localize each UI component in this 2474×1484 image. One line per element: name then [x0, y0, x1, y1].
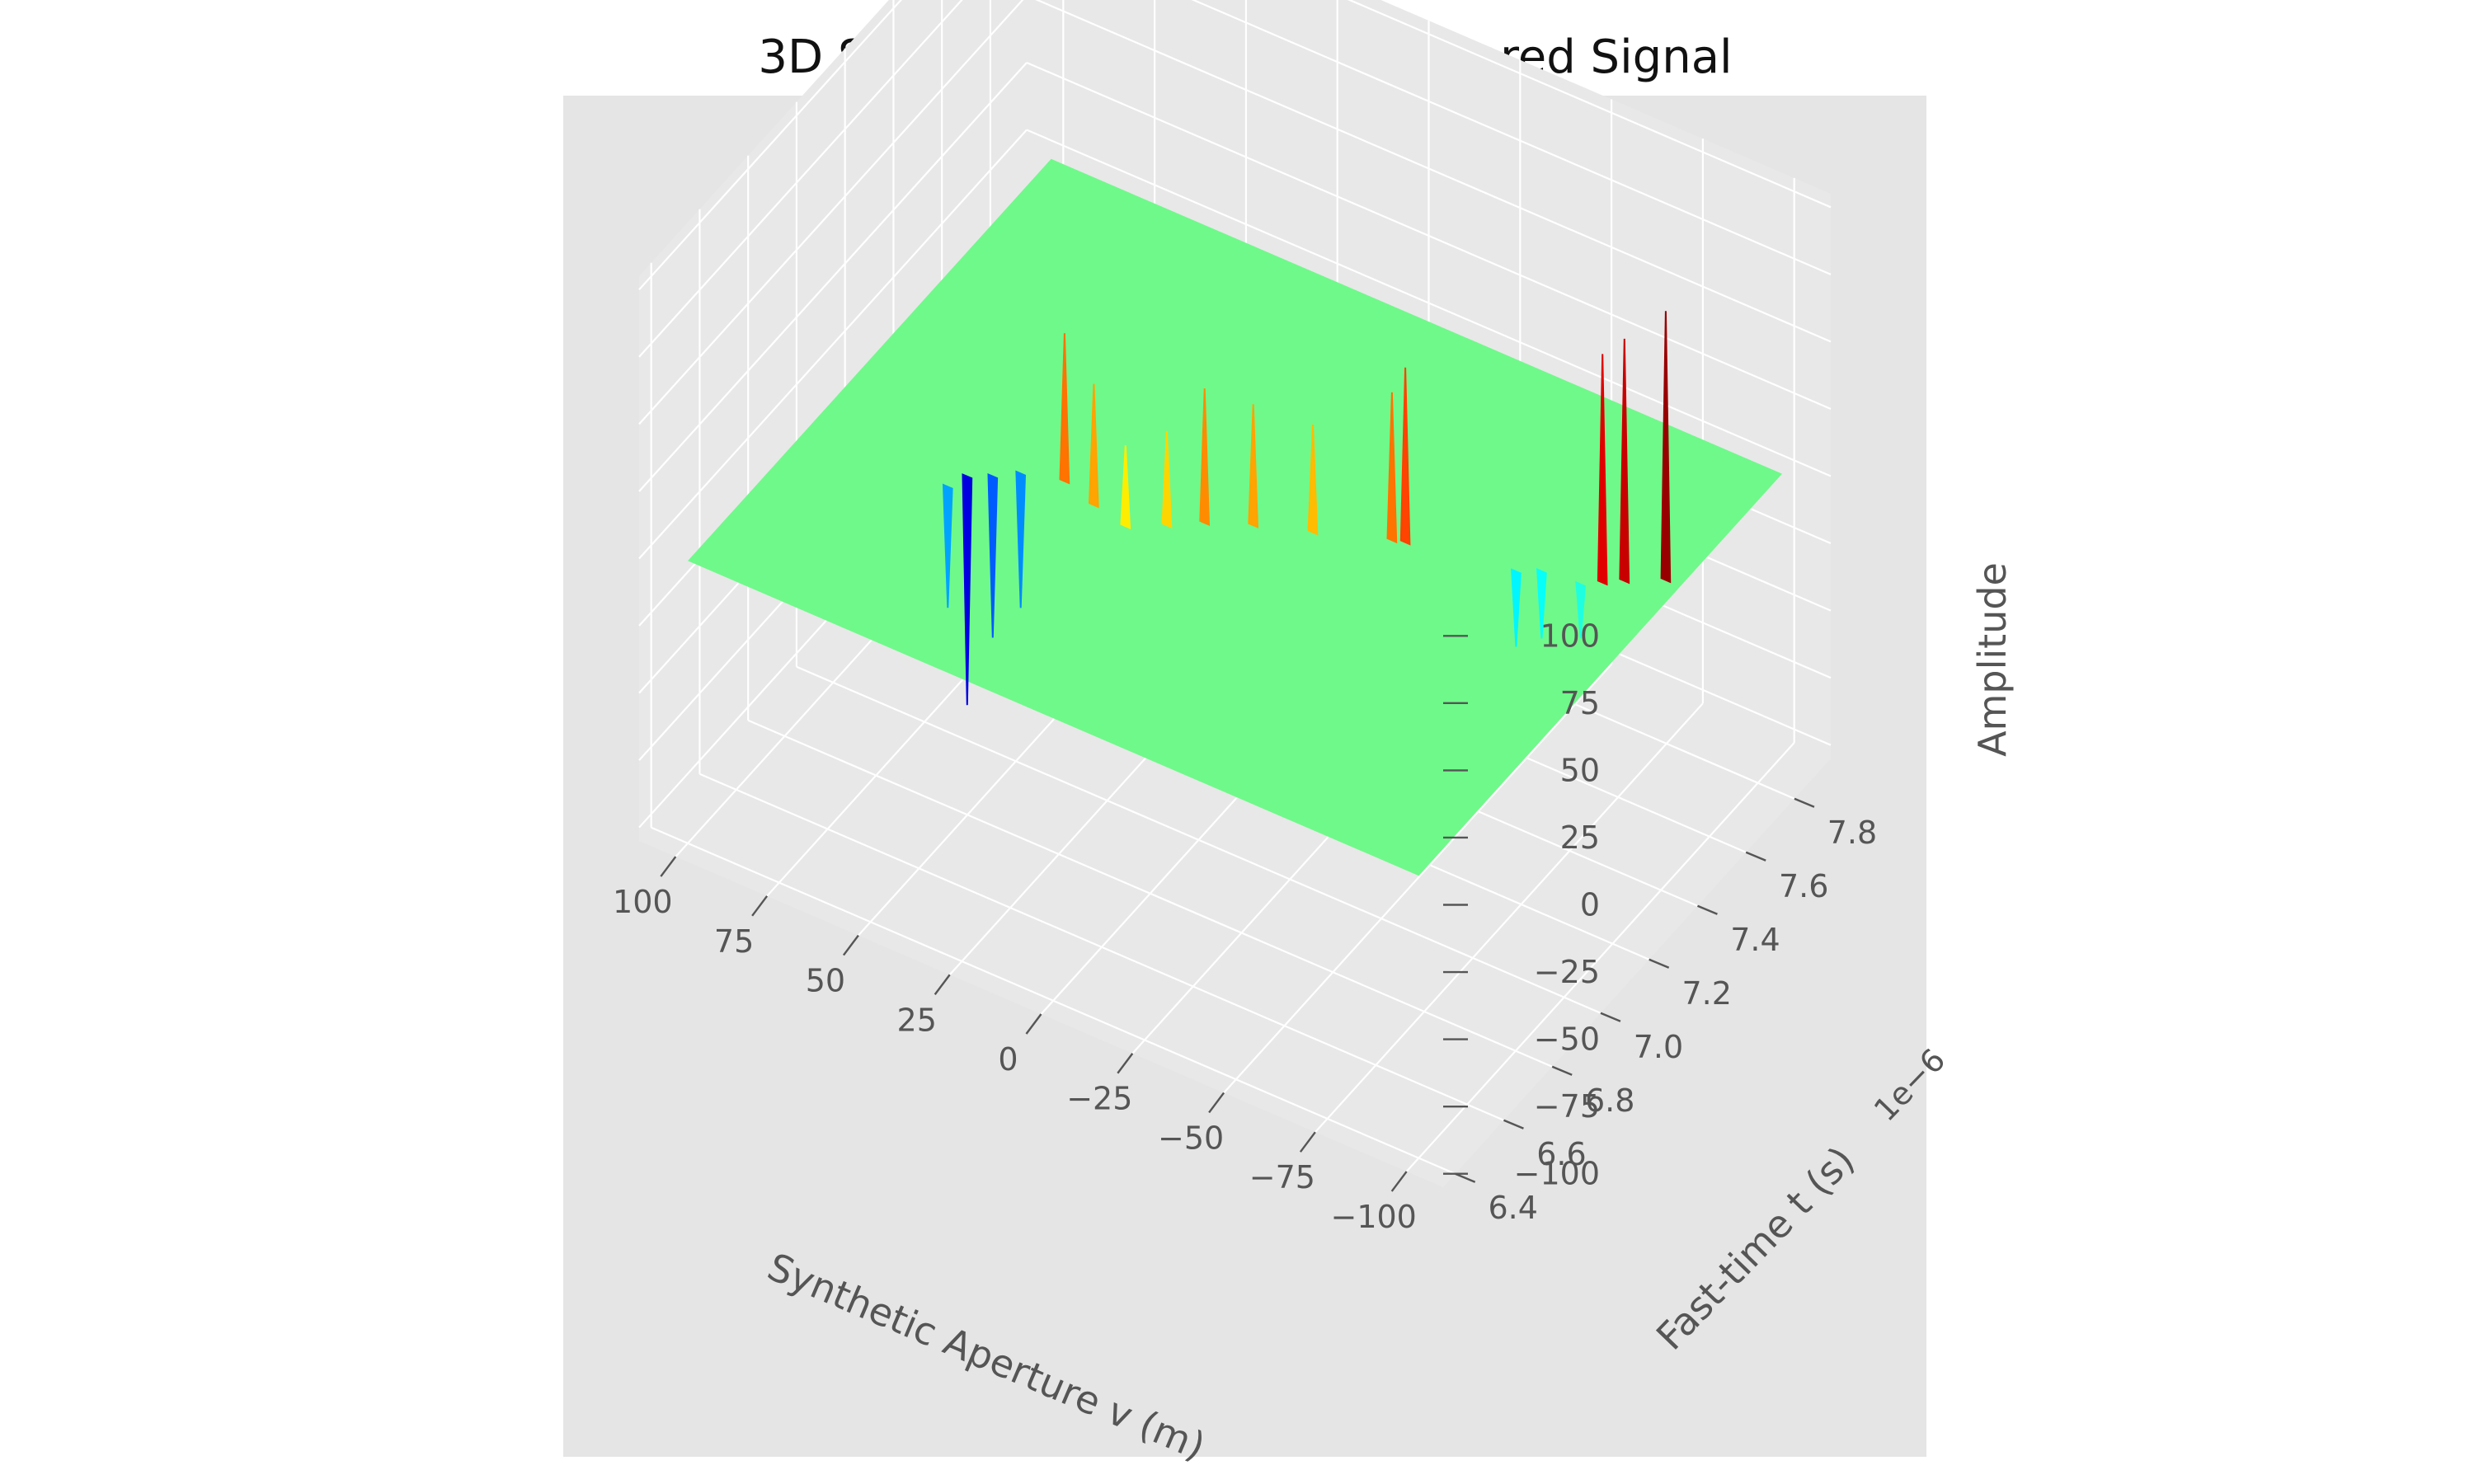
- z-tick-label: 50: [1560, 752, 1600, 788]
- signal-peak: [987, 472, 999, 638]
- side-grid-line-z: [638, 0, 963, 358]
- x-tick-mark: [1208, 1092, 1225, 1114]
- floor-grid-line-x: [1223, 663, 1612, 1094]
- x-tick-mark: [660, 856, 677, 877]
- z-tick-label: −25: [1534, 954, 1600, 990]
- signal-peak: [1575, 580, 1587, 639]
- signal-peak: [1660, 311, 1672, 584]
- x-tick-mark: [751, 895, 769, 917]
- y-tick-label: 6.8: [1585, 1082, 1634, 1119]
- axis-ticks: −100 −75 −50 −25 0 25 50 75 100 6.4 6.6 6.87.0 7.2 7.…: [613, 618, 1877, 1235]
- signal-peak: [1088, 383, 1099, 509]
- y-tick-mark: [1745, 851, 1766, 862]
- x-tick-label: −100: [1330, 1199, 1416, 1235]
- y-tick-label: 7.4: [1730, 922, 1780, 958]
- signal-peak: [962, 473, 973, 706]
- side-grid-line-z: [638, 0, 903, 291]
- y-tick-label: 7.0: [1634, 1029, 1683, 1065]
- z-tick-label: 75: [1560, 685, 1600, 721]
- signal-peak: [1161, 430, 1173, 528]
- back-grid-line-z: [1191, 0, 1832, 275]
- z-axis-label: Amplitude: [1970, 562, 2015, 757]
- x-tick-label: 75: [714, 923, 754, 960]
- y-tick-mark: [1455, 1172, 1476, 1183]
- x-tick-mark: [1299, 1131, 1316, 1153]
- back-grid-line-z: [1347, 0, 1832, 209]
- y-tick-mark: [1649, 958, 1670, 969]
- surface-mesh: [688, 158, 1782, 876]
- signal-peak: [1399, 367, 1411, 546]
- z-tick-label: −75: [1534, 1088, 1600, 1125]
- floor-grid-line-x: [1405, 742, 1795, 1172]
- side-grid-line-z: [638, 62, 1028, 492]
- signal-peak: [1307, 425, 1319, 536]
- y-tick-label: 7.8: [1827, 815, 1877, 851]
- x-tick-label: 50: [806, 963, 845, 999]
- z-tick-label: 100: [1540, 618, 1600, 654]
- y-tick-mark: [1551, 1065, 1573, 1076]
- y-tick-mark: [1503, 1119, 1524, 1129]
- x-tick-mark: [1117, 1053, 1134, 1074]
- signal-peak: [1597, 354, 1608, 586]
- signal-peak: [1199, 388, 1211, 527]
- signal-peak: [942, 483, 953, 608]
- x-tick-mark: [1390, 1171, 1408, 1192]
- signal-peak: [1619, 338, 1630, 585]
- x-tick-label: 100: [613, 884, 673, 920]
- y-tick-mark: [1696, 904, 1718, 915]
- y-tick-label: 7.6: [1779, 868, 1828, 904]
- back-grid-line-z: [1035, 0, 1832, 343]
- floor-grid-line-y: [747, 719, 1553, 1068]
- z-tick-label: −100: [1514, 1156, 1600, 1192]
- signal-peaks: [942, 311, 1672, 706]
- signal-peak: [1386, 392, 1398, 544]
- signal-peak: [1120, 445, 1131, 529]
- y-tick-label: 7.2: [1681, 975, 1731, 1012]
- x-tick-label: −75: [1249, 1159, 1315, 1195]
- signal-peak: [1536, 568, 1547, 639]
- side-grid-line-z: [638, 0, 1024, 425]
- x-tick-label: −25: [1066, 1081, 1132, 1117]
- x-tick-label: 25: [897, 1002, 937, 1038]
- y-tick-mark: [1794, 797, 1815, 808]
- signal-peak: [1511, 568, 1522, 647]
- z-tick-label: −50: [1534, 1021, 1600, 1058]
- y-tick-label: 6.4: [1488, 1190, 1537, 1226]
- signal-peak: [1015, 470, 1027, 608]
- surface-plane: [688, 158, 1782, 876]
- signal-peak: [1248, 404, 1259, 528]
- x-tick-mark: [842, 934, 859, 956]
- floor-grid-line-x: [1315, 702, 1704, 1133]
- floor-grid-line-y: [699, 773, 1504, 1121]
- back-grid-line-z: [1026, 129, 1832, 477]
- x-tick-label: −50: [1158, 1120, 1224, 1156]
- x-tick-mark: [1025, 1013, 1042, 1035]
- y-tick-label: 6.6: [1536, 1136, 1586, 1172]
- side-grid-line-z: [638, 129, 1028, 560]
- floor-grid-line-y: [796, 665, 1602, 1014]
- z-tick-label: 0: [1580, 887, 1600, 923]
- back-grid-line-z: [1026, 61, 1832, 410]
- y-tick-mark: [1600, 1012, 1621, 1022]
- floor-grid-line-y: [651, 826, 1456, 1175]
- x-tick-label: 0: [998, 1041, 1018, 1078]
- x-tick-mark: [934, 974, 951, 995]
- z-tick-label: 25: [1560, 819, 1600, 856]
- signal-peak: [1059, 333, 1070, 485]
